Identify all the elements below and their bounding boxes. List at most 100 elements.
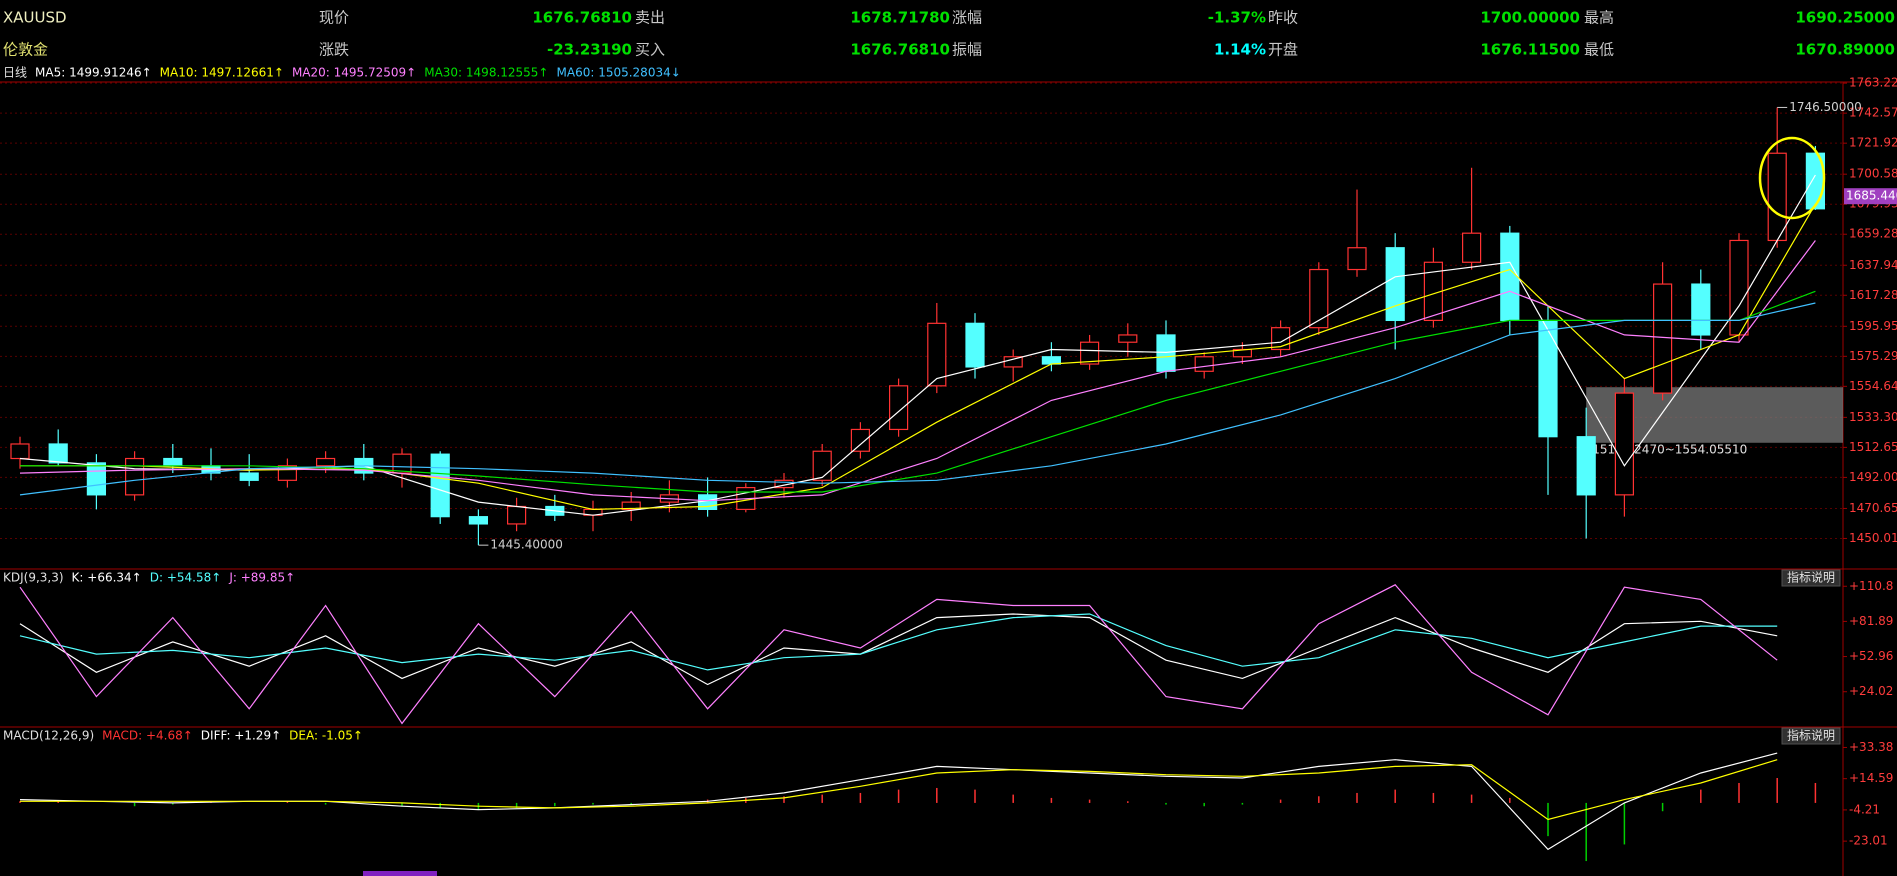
y-tick-label: 1533.306 bbox=[1849, 410, 1897, 424]
candle-body bbox=[850, 428, 871, 452]
y-tick-label: -23.01 bbox=[1849, 834, 1888, 848]
y-tick-label: 1721.924 bbox=[1849, 136, 1897, 150]
y-tick-label: 1742.576 bbox=[1849, 106, 1897, 120]
indicator-help-button[interactable] bbox=[1781, 727, 1841, 745]
candle-body bbox=[468, 516, 488, 525]
y-tick-label: 1763.227 bbox=[1849, 76, 1897, 90]
candle-body bbox=[86, 462, 107, 496]
candle-body bbox=[1576, 436, 1596, 496]
field-value: -1.37% bbox=[1208, 9, 1266, 27]
candle-body bbox=[1003, 356, 1023, 368]
indicator-help-label[interactable]: 指标说明 bbox=[1787, 570, 1835, 585]
candle-body bbox=[1538, 319, 1558, 438]
y-tick-label: 1617.289 bbox=[1849, 288, 1897, 302]
candle-body bbox=[316, 457, 336, 467]
y-tick-label: 1554.647 bbox=[1849, 379, 1897, 393]
candle-body bbox=[1270, 327, 1291, 351]
candle-body bbox=[1500, 232, 1520, 322]
field-value: -23.23190 bbox=[547, 41, 632, 59]
legend-entry: MACD: +4.68↑ bbox=[102, 729, 193, 743]
legend-entry: MA30: 1498.12555↑ bbox=[424, 66, 548, 80]
field-value: 1678.71780 bbox=[850, 9, 950, 27]
field-value: 1670.89000 bbox=[1795, 41, 1895, 59]
legend-entry: MACD(12,26,9) bbox=[3, 729, 94, 743]
price-tag-label: 1685.440 bbox=[1846, 189, 1897, 203]
y-tick-label: -4.21 bbox=[1849, 802, 1880, 816]
candle-body bbox=[1767, 152, 1787, 242]
indicator-line bbox=[19, 613, 1778, 686]
candle-body bbox=[1652, 283, 1673, 394]
candle-body bbox=[927, 322, 947, 387]
indicator-line bbox=[19, 240, 1816, 502]
field-label: 现价 bbox=[319, 9, 349, 27]
y-tick-label: +110.8 bbox=[1849, 579, 1893, 593]
field-value: 1676.11500 bbox=[1480, 41, 1580, 59]
candle-body bbox=[48, 443, 68, 464]
candle-body bbox=[10, 443, 30, 460]
candle-body bbox=[507, 505, 527, 525]
candle-body bbox=[1691, 283, 1711, 336]
indicator-line bbox=[19, 613, 1778, 671]
y-tick-label: 1512.655 bbox=[1849, 440, 1897, 454]
candle-body bbox=[812, 450, 832, 481]
y-tick-label: 1575.298 bbox=[1849, 349, 1897, 363]
legend-entry: DIFF: +1.29↑ bbox=[201, 729, 281, 743]
field-value: 1676.76810 bbox=[532, 9, 632, 27]
y-tick-label: 1492.003 bbox=[1849, 470, 1897, 484]
candle-body bbox=[239, 472, 259, 481]
candle-body bbox=[1194, 356, 1214, 372]
candle-body bbox=[1041, 356, 1062, 365]
legend-entry: 日线 bbox=[3, 66, 27, 80]
field-value: 1690.25000 bbox=[1795, 9, 1895, 27]
legend-entry: DEA: -1.05↑ bbox=[289, 729, 363, 743]
legend-entry: J: +89.85↑ bbox=[228, 571, 295, 585]
candle-body bbox=[1118, 334, 1138, 343]
field-label: 昨收 bbox=[1268, 9, 1298, 27]
field-label: 开盘 bbox=[1268, 41, 1298, 59]
candle-body bbox=[1079, 341, 1100, 365]
candle-body bbox=[1461, 232, 1482, 263]
y-tick-label: 1659.281 bbox=[1849, 227, 1897, 241]
y-tick-label: +33.38 bbox=[1849, 740, 1893, 754]
candle-body bbox=[1614, 392, 1635, 496]
candle-body bbox=[430, 453, 450, 518]
y-tick-label: +52.96 bbox=[1849, 649, 1893, 663]
plot-layer: 现价 1676.76810 卖出 1678.71780 涨幅 -1.37% 昨收 1700.0… bbox=[0, 9, 1897, 862]
y-tick-label: +81.89 bbox=[1849, 614, 1893, 628]
indicator-help-button[interactable] bbox=[1781, 569, 1841, 587]
legend-entry: MA60: 1505.28034↓ bbox=[557, 66, 681, 80]
y-tick-label: 1595.950 bbox=[1849, 319, 1897, 333]
field-label: 卖出 bbox=[635, 9, 665, 27]
field-label: 涨幅 bbox=[952, 9, 982, 27]
candle-body bbox=[1156, 334, 1176, 372]
indicator-line bbox=[19, 302, 1816, 496]
tab-indicator bbox=[363, 871, 437, 876]
y-tick-label: +14.59 bbox=[1849, 771, 1893, 785]
legend-entry: K: +66.34↑ bbox=[72, 571, 142, 585]
field-label: 买入 bbox=[635, 41, 665, 59]
field-value: 1.14% bbox=[1214, 41, 1266, 59]
annotation-label: 1746.50000 bbox=[1789, 100, 1862, 114]
field-value: 1700.00000 bbox=[1480, 9, 1580, 27]
legend-entry: MA5: 1499.91246↑ bbox=[35, 66, 152, 80]
field-label: 最高 bbox=[1584, 9, 1614, 27]
indicator-help-label[interactable]: 指标说明 bbox=[1787, 728, 1835, 743]
indicator-line bbox=[20, 759, 1778, 821]
candle-body bbox=[1309, 268, 1329, 329]
symbol: XAUUSD bbox=[3, 9, 67, 27]
highlight-circle bbox=[1758, 136, 1826, 220]
candle-body bbox=[124, 457, 145, 496]
field-value: 1676.76810 bbox=[850, 41, 950, 59]
y-tick-label: 1470.653 bbox=[1849, 501, 1897, 515]
indicator-line bbox=[20, 290, 1816, 493]
legend-entry: MA10: 1497.12661↑ bbox=[160, 66, 284, 80]
field-label: 振幅 bbox=[952, 41, 982, 59]
legend-entry: D: +54.58↑ bbox=[150, 571, 222, 585]
y-tick-label: 1700.584 bbox=[1849, 167, 1897, 181]
y-tick-label: 1450.012 bbox=[1849, 531, 1897, 545]
legend-entry: KDJ(9,3,3) bbox=[3, 571, 64, 585]
y-tick-label: +24.02 bbox=[1849, 684, 1893, 698]
field-label: 最低 bbox=[1584, 41, 1614, 59]
y-tick-label: 1637.941 bbox=[1849, 258, 1897, 272]
